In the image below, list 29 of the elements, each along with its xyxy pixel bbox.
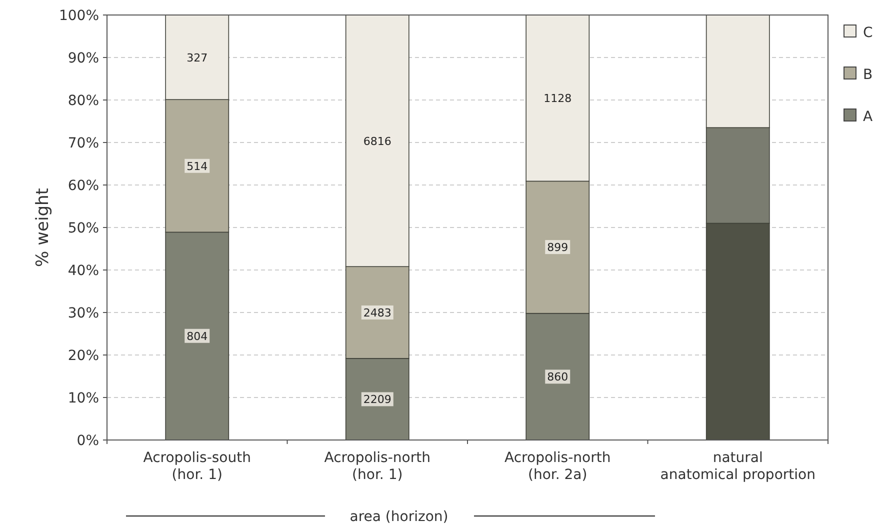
x-tick-label: Acropolis-north (hor. 1) <box>324 450 430 483</box>
y-tick-label: 80% <box>68 93 99 109</box>
y-tick-label: 50% <box>68 220 99 236</box>
annotation: 804 <box>186 330 208 343</box>
legend-label: A <box>863 109 873 125</box>
y-tick-label: 90% <box>68 50 99 66</box>
annotation: 1128 <box>544 92 572 105</box>
x-tick-label: Acropolis-north (hor. 2a) <box>504 450 611 483</box>
legend-label: B <box>863 67 873 83</box>
y-tick-label: 30% <box>68 306 99 322</box>
annotation: 327 <box>186 52 208 64</box>
y-tick-label: 40% <box>68 263 99 279</box>
y-tick-label: 60% <box>68 178 99 194</box>
y-tick-label: 10% <box>68 390 99 406</box>
y-tick-label: 70% <box>68 136 99 152</box>
annotation: 2483 <box>363 306 392 320</box>
x-tick-label: Acropolis-south (hor. 1) <box>143 450 251 483</box>
y-tick-label: 20% <box>68 348 99 364</box>
annotation: 2209 <box>363 393 392 406</box>
annotation: 514 <box>186 160 208 173</box>
annotation: 860 <box>547 370 568 384</box>
annotation: 899 <box>547 241 568 254</box>
legend-label: C <box>863 25 873 41</box>
annotation: 6816 <box>363 134 392 148</box>
x-tick-label: natural anatomical proportion <box>660 450 816 483</box>
y-tick-label: 0% <box>76 433 99 449</box>
y-axis-title: % weight <box>33 188 53 267</box>
y-tick-label: 100% <box>58 8 99 24</box>
x-axis-title: area (horizon) <box>350 509 448 525</box>
